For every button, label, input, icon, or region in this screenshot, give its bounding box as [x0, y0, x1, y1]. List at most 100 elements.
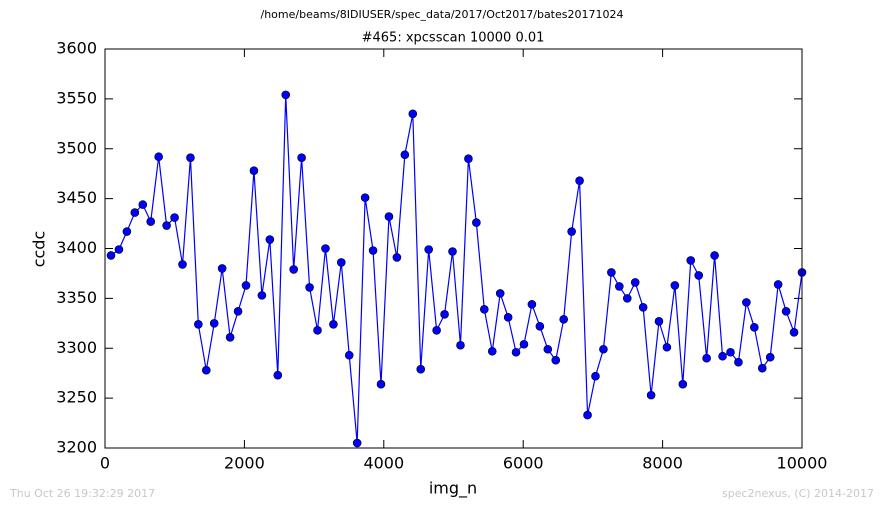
data-point: [773, 280, 783, 289]
data-point: [146, 217, 156, 226]
x-tick-label: 8000: [642, 454, 683, 473]
data-point: [519, 339, 529, 349]
y-tick-label: 3250: [56, 388, 97, 407]
data-point: [551, 355, 561, 365]
data-point: [527, 300, 537, 309]
data-point: [408, 109, 418, 119]
data-point: [781, 307, 791, 316]
data-point: [440, 310, 449, 319]
data-point: [638, 303, 648, 312]
data-point: [257, 291, 267, 300]
data-line: [110, 94, 803, 444]
footer-right: spec2nexus, (C) 2014-2017: [722, 487, 874, 500]
data-point: [313, 325, 322, 335]
data-point: [400, 150, 410, 160]
data-point: [289, 265, 298, 274]
plot-frame: [104, 48, 803, 449]
data-point: [265, 235, 275, 244]
data-point: [281, 90, 291, 100]
data-point: [392, 253, 402, 262]
data-point: [448, 247, 457, 256]
data-point: [424, 245, 433, 254]
data-point: [678, 379, 688, 389]
data-point: [765, 352, 775, 362]
data-point: [757, 363, 767, 373]
y-axis-label: ccdc: [30, 231, 49, 268]
x-tick-label: 6000: [503, 454, 544, 473]
data-point: [194, 320, 203, 329]
x-tick-label: 0: [100, 454, 110, 473]
data-point: [607, 268, 616, 277]
y-tick-label: 3600: [56, 39, 97, 58]
data-point: [178, 260, 187, 269]
data-point: [130, 208, 140, 217]
data-point: [511, 347, 521, 357]
data-point: [376, 379, 386, 389]
data-point: [273, 370, 283, 380]
data-point: [654, 317, 664, 326]
data-point: [352, 438, 362, 448]
data-point: [750, 323, 759, 332]
y-tick-label: 3500: [56, 138, 97, 157]
y-tick-label: 3550: [56, 88, 97, 107]
data-point: [416, 364, 426, 374]
y-tick-label: 3350: [56, 288, 97, 307]
data-point: [241, 281, 251, 290]
data-point: [368, 246, 378, 255]
data-point: [456, 340, 465, 350]
data-point: [599, 344, 608, 354]
data-point: [138, 200, 148, 209]
data-point: [464, 154, 473, 164]
chart-title: #465: xpcsscan 10000 0.01: [362, 31, 545, 46]
data-point: [789, 327, 799, 337]
data-point: [114, 245, 124, 254]
data-point: [567, 227, 576, 236]
data-point: [694, 271, 704, 280]
data-point: [344, 350, 354, 360]
data-point: [535, 322, 545, 331]
data-point: [233, 307, 243, 316]
suptitle: /home/beams/8IDIUSER/spec_data/2017/Oct2…: [261, 8, 624, 21]
data-point: [615, 282, 624, 291]
y-tick-label: 3200: [56, 438, 97, 457]
footer-left: Thu Oct 26 19:32:29 2017: [9, 487, 155, 500]
data-point: [583, 410, 592, 420]
data-point: [170, 213, 179, 222]
data-point: [360, 193, 370, 202]
data-point: [734, 357, 743, 367]
data-point: [305, 283, 314, 292]
data-point: [162, 221, 171, 230]
y-tick-label: 3450: [56, 188, 97, 207]
x-axis-label: img_n: [429, 479, 477, 499]
data-point: [186, 153, 195, 163]
x-tick-label: 4000: [363, 454, 404, 473]
y-tick-label: 3300: [56, 338, 97, 357]
data-point: [503, 313, 513, 322]
y-tick-label: 3400: [56, 238, 97, 257]
data-point: [622, 294, 632, 303]
x-tick-label: 2000: [224, 454, 265, 473]
data-point: [702, 353, 711, 363]
data-point: [201, 365, 211, 375]
data-point: [249, 166, 259, 175]
data-point: [154, 152, 163, 162]
data-point: [591, 371, 600, 381]
x-tick-label: 10000: [777, 454, 828, 473]
data-point: [742, 298, 751, 307]
data-point: [209, 319, 219, 328]
data-point: [726, 347, 735, 357]
data-point: [718, 351, 727, 361]
data-point: [384, 212, 394, 221]
data-point: [646, 390, 656, 400]
data-point: [630, 278, 640, 287]
data-point: [472, 218, 481, 227]
data-point: [487, 346, 497, 356]
data-point: [495, 289, 505, 298]
data-point: [662, 342, 672, 352]
data-point: [297, 153, 306, 163]
data-point: [432, 325, 441, 335]
data-point: [225, 332, 235, 342]
data-point: [336, 258, 346, 267]
data-point: [543, 344, 553, 354]
